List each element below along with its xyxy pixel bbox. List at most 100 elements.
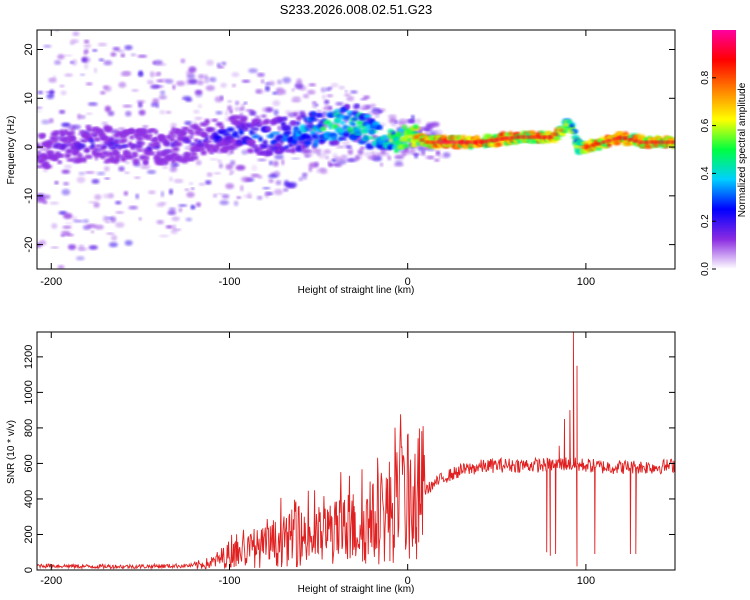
spectrogram-noise-blob (76, 176, 86, 183)
spectrogram-noise-blob (205, 180, 212, 185)
spectrogram-noise-blob (149, 71, 155, 78)
x-tick-label: -200 (40, 575, 62, 587)
spectrogram-noise-blob (320, 87, 326, 93)
spectrogram-core-blob (451, 140, 457, 144)
spectrogram-noise-blob (421, 150, 426, 156)
spectrogram-ridge-blob (192, 155, 199, 160)
spectrogram-ridge-blob (243, 122, 251, 129)
spectrogram-core-blob (525, 135, 532, 139)
spectrogram-noise-blob (357, 149, 364, 155)
spectrogram-ridge-blob (65, 148, 74, 155)
spectrogram-noise-blob (234, 107, 242, 111)
spectrogram-ridge-blob (340, 128, 346, 134)
spectrogram-noise-blob (96, 171, 106, 176)
spectrogram-noise-blob (176, 80, 186, 86)
spectrogram-noise-blob (350, 90, 358, 94)
spectrogram-noise-blob (117, 127, 126, 131)
spectrogram-ridge-blob (304, 144, 309, 148)
spectrogram-noise-blob (281, 159, 285, 166)
spectrogram-core-blob (477, 140, 484, 144)
spectrogram-ridge-blob (190, 152, 198, 156)
spectrogram-noise-blob (59, 110, 66, 114)
spectrogram-noise-blob (195, 160, 202, 166)
spectrogram-ridge-blob (163, 159, 169, 165)
spectrogram-core-blob (515, 135, 522, 139)
spectrogram-core-blob (429, 140, 436, 144)
spectrogram-core-blob (541, 135, 548, 139)
spectrogram-noise-blob (83, 219, 89, 224)
spectrogram-core-blob (664, 140, 671, 144)
spectrogram-noise-blob (101, 121, 108, 125)
spectrogram-noise-blob (287, 181, 297, 188)
spectrogram-ridge-blob (162, 139, 169, 145)
spectrogram-noise-blob (328, 105, 333, 111)
spectrogram-noise-blob (178, 204, 188, 207)
colorbar-ticks: 0.0 0.2 0.4 0.6 0.8 (700, 70, 716, 276)
spectrogram-core-blob (531, 135, 538, 139)
spectrogram-ridge-blob (312, 111, 317, 116)
spectrogram-ridge-blob (267, 151, 273, 156)
spectrogram-noise-blob (105, 220, 110, 224)
spectrogram-noise-blob (225, 183, 235, 190)
spectrogram-ridge-blob (50, 140, 59, 144)
x-tick-label: 100 (577, 575, 595, 587)
spectrogram-noise-blob (65, 233, 75, 237)
spectrogram-x-ticks: -200 -100 0 100 (40, 30, 595, 288)
spectrogram-noise-blob (43, 44, 52, 48)
spectrogram-ridge-blob (496, 142, 502, 147)
y-tick-label: 1200 (23, 345, 35, 369)
spectrogram-ridge-blob (143, 159, 149, 165)
spectrogram-ridge-blob (572, 135, 579, 139)
spectrogram-noise-blob (73, 219, 84, 223)
spectrogram-noise-blob (333, 156, 343, 161)
spectrogram-noise-blob (102, 85, 109, 90)
spectrogram-ridge-blob (308, 121, 314, 125)
spectrogram-noise-blob (138, 101, 143, 108)
spectrogram-ridge-blob (404, 134, 410, 140)
spectrogram-ridge-blob (129, 129, 136, 134)
spectrogram-noise-blob (122, 104, 133, 108)
spectrogram-noise-blob (372, 110, 379, 115)
spectrogram-noise-blob (197, 79, 204, 86)
spectrogram-ridge-blob (347, 113, 352, 117)
spectrogram-ridge-blob (283, 126, 292, 131)
spectrogram-ridge-blob (80, 145, 86, 149)
spectrogram-noise-blob (236, 196, 242, 199)
snr-frame (36, 331, 676, 571)
spectrogram-noise-blob (100, 91, 106, 95)
spectrogram-noise-blob (87, 223, 97, 228)
spectrogram-ridge-blob (207, 139, 213, 143)
spectrogram-noise-blob (120, 72, 130, 76)
spectrogram-noise-blob (312, 101, 318, 109)
spectrogram-noise-blob (171, 216, 180, 222)
spectrogram-noise-blob (88, 103, 98, 107)
spectrogram-ridge-blob (94, 144, 103, 148)
spectrogram-noise-blob (321, 94, 326, 100)
spectrogram-noise-blob (137, 71, 144, 77)
spectrogram-noise-blob (165, 78, 174, 84)
spectrogram-core-blob (509, 136, 516, 140)
spectrogram-noise-blob (227, 100, 232, 103)
spectrogram-noise-blob (301, 173, 308, 180)
spectrogram-ridge-blob (160, 151, 167, 157)
spectrogram-noise-blob (94, 194, 102, 201)
spectrogram-noise-blob (155, 85, 164, 88)
spectrogram-noise-blob (415, 118, 422, 124)
spectrogram-core-blob (488, 139, 495, 142)
spectrogram-ridge-blob (126, 151, 132, 156)
spectrogram-noise-blob (71, 124, 81, 130)
spectrogram-noise-blob (48, 118, 54, 124)
spectrogram-ridge-blob (328, 125, 333, 130)
spectrogram-ridge-blob (49, 151, 55, 155)
spectrogram-noise-blob (42, 200, 48, 204)
spectrogram-noise-blob (52, 75, 57, 80)
spectrogram-ridge-blob (508, 131, 513, 137)
spectrogram-ridge-blob (121, 144, 130, 148)
spectrogram-noise-blob (191, 187, 195, 190)
spectrogram-ridge-blob (397, 128, 406, 133)
spectrogram-noise-blob (105, 216, 113, 220)
spectrogram-noise-blob (185, 97, 193, 102)
spectrogram-noise-blob (197, 104, 203, 109)
spectrogram-noise-blob (158, 95, 167, 100)
spectrogram-ridge-blob (209, 150, 214, 155)
